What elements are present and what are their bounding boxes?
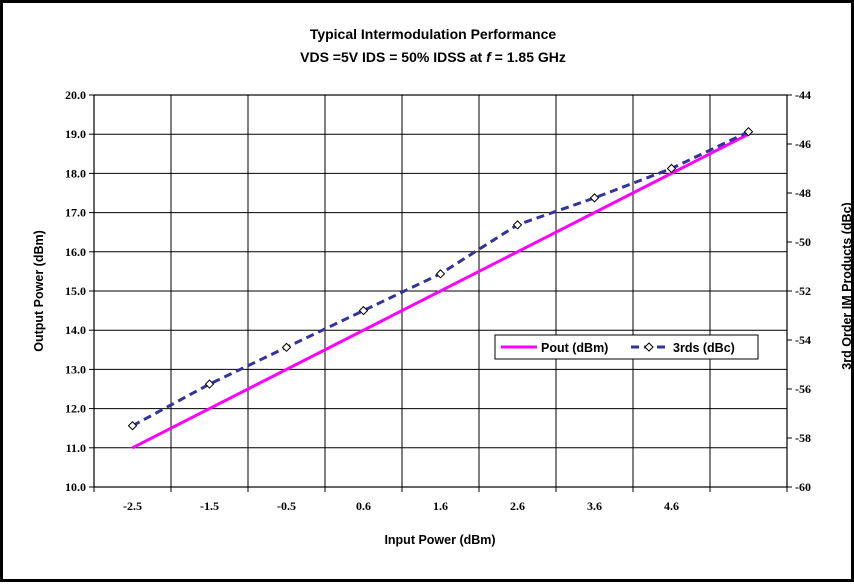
- data-point-3rds: [358, 305, 369, 316]
- subtitle-part-3: = 1.85 GHz: [491, 49, 566, 65]
- y-tick-label: 17.0: [65, 206, 86, 220]
- data-point-3rds: [281, 342, 292, 353]
- y-tick-label: 16.0: [65, 245, 86, 259]
- data-point-3rds: [435, 269, 446, 279]
- data-point-3rds: [512, 220, 523, 230]
- chart: Typical Intermodulation Performance VDS …: [32, 26, 854, 547]
- data-point-3rds: [666, 163, 677, 174]
- subtitle-part-1: VDS =5V IDS = 50% IDSS at: [300, 49, 486, 65]
- x-tick-label: 0.6: [356, 499, 371, 513]
- y2-tick-label: -46: [795, 137, 811, 151]
- x-tick-label: -2.5: [123, 499, 142, 513]
- data-point-3rds: [204, 379, 215, 389]
- y-tick-label: 15.0: [65, 284, 86, 298]
- y-tick-label: 13.0: [65, 362, 86, 376]
- legend: Pout (dBm) 3rds (dBc): [494, 334, 759, 360]
- y-axis-ticks: 10.0 11.0 12.0 13.0 14.0 15.0 16.0 17.0 18.0 19.0…: [65, 88, 94, 494]
- y-tick-label: 12.0: [65, 402, 86, 416]
- y-tick-label: 20.0: [65, 88, 86, 102]
- data-point-3rds: [589, 193, 600, 203]
- y-axis-label: Output Power (dBm): [32, 230, 46, 352]
- chart-subtitle: VDS =5V IDS = 50% IDSS at f = 1.85 GHz: [300, 49, 566, 65]
- x-tick-label: 4.6: [664, 499, 679, 513]
- y2-tick-label: -54: [795, 333, 811, 347]
- y2-tick-label: -50: [795, 235, 811, 249]
- subtitle-part-2: f: [486, 49, 492, 65]
- y2-tick-label: -52: [795, 284, 811, 298]
- y2-tick-label: -56: [795, 382, 811, 396]
- data-point-3rds: [743, 127, 754, 137]
- y2-tick-label: -60: [795, 480, 811, 494]
- x-axis-label: Input Power (dBm): [384, 533, 495, 547]
- legend-box: [494, 334, 759, 360]
- y2-tick-label: -48: [795, 186, 811, 200]
- y-tick-label: 10.0: [65, 480, 86, 494]
- legend-label-3rds: 3rds (dBc): [673, 341, 735, 355]
- x-tick-label: -0.5: [277, 499, 296, 513]
- x-axis-ticks: -2.5 -1.5 -0.5 0.6 1.6 2.6 3.6 4.6: [93, 487, 788, 513]
- series-layer: [127, 127, 754, 450]
- y2-tick-label: -58: [795, 431, 811, 445]
- x-tick-label: 2.6: [510, 499, 525, 513]
- series-line-pout: [131, 132, 750, 450]
- x-tick-label: 1.6: [433, 499, 448, 513]
- y2-tick-label: -44: [795, 88, 811, 102]
- y-tick-label: 11.0: [66, 441, 86, 455]
- y-tick-label: 14.0: [65, 323, 86, 337]
- y2-axis-ticks: -60 -58 -56 -54 -52 -50 -48 -46 -44: [787, 88, 811, 494]
- legend-marker-3rds: [644, 342, 654, 352]
- legend-label-pout: Pout (dBm): [541, 341, 608, 355]
- y-tick-label: 19.0: [65, 127, 86, 141]
- y2-axis-label: 3rd Order IM Products (dBc): [840, 202, 854, 369]
- data-point-3rds: [127, 421, 138, 431]
- x-tick-label: -1.5: [200, 499, 219, 513]
- x-tick-label: 3.6: [587, 499, 602, 513]
- y-tick-label: 18.0: [65, 166, 86, 180]
- chart-title: Typical Intermodulation Performance: [310, 26, 557, 42]
